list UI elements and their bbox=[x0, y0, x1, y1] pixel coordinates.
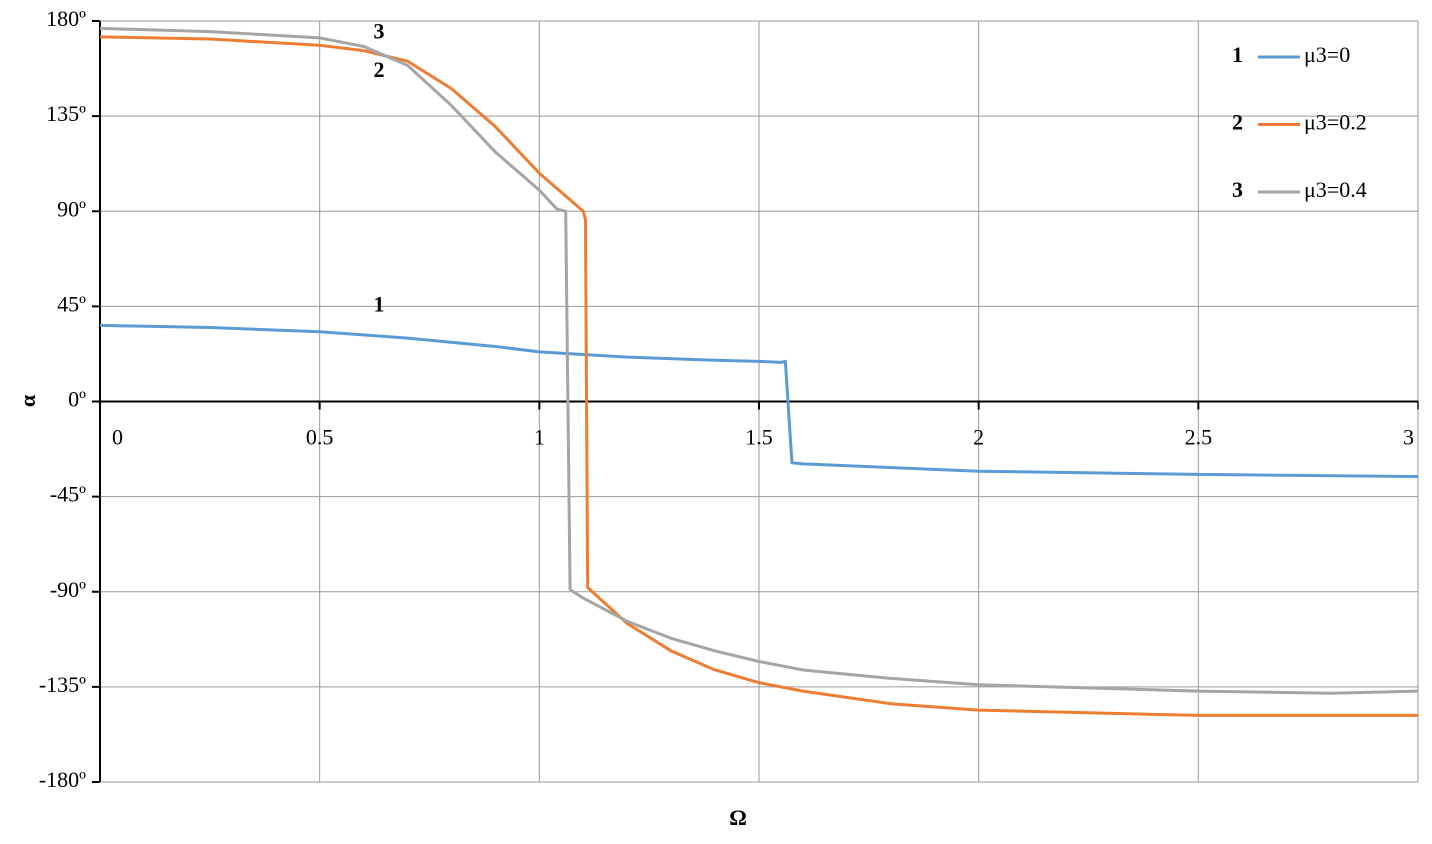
series-line bbox=[99, 26, 1419, 695]
legend-number: 3 bbox=[1232, 177, 1243, 202]
series-line bbox=[99, 35, 1418, 717]
y-tick-label: 90º bbox=[57, 196, 86, 221]
y-tick-label: -90º bbox=[50, 577, 86, 602]
legend-label: μ3=0.4 bbox=[1304, 177, 1367, 202]
x-tick-label: 2.5 bbox=[1185, 425, 1213, 450]
annotation: 3 bbox=[373, 19, 384, 44]
annotation: 1 bbox=[373, 291, 384, 316]
x-tick-label: 0 bbox=[112, 425, 123, 450]
y-tick-label: 0º bbox=[68, 387, 86, 412]
y-tick-label: 180º bbox=[46, 6, 86, 31]
legend-label: μ3=0.2 bbox=[1304, 110, 1367, 135]
y-axis-label: α bbox=[15, 394, 40, 407]
y-tick-label: -45º bbox=[50, 482, 86, 507]
series-line bbox=[99, 323, 1419, 479]
y-tick-label: -135º bbox=[39, 672, 86, 697]
legend-number: 2 bbox=[1232, 110, 1243, 135]
y-tick-label: -180º bbox=[39, 767, 86, 792]
legend-number: 1 bbox=[1232, 42, 1243, 67]
x-tick-label: 2 bbox=[973, 425, 984, 450]
annotation: 2 bbox=[373, 57, 384, 82]
y-tick-label: 45º bbox=[57, 291, 86, 316]
y-tick-label: 135º bbox=[46, 101, 86, 126]
x-tick-label: 1.5 bbox=[745, 425, 773, 450]
legend-label: μ3=0 bbox=[1304, 42, 1350, 67]
x-tick-label: 3 bbox=[1403, 425, 1414, 450]
x-tick-label: 1 bbox=[534, 425, 545, 450]
x-tick-label: 0.5 bbox=[306, 425, 334, 450]
x-axis-label: Ω bbox=[729, 805, 747, 830]
